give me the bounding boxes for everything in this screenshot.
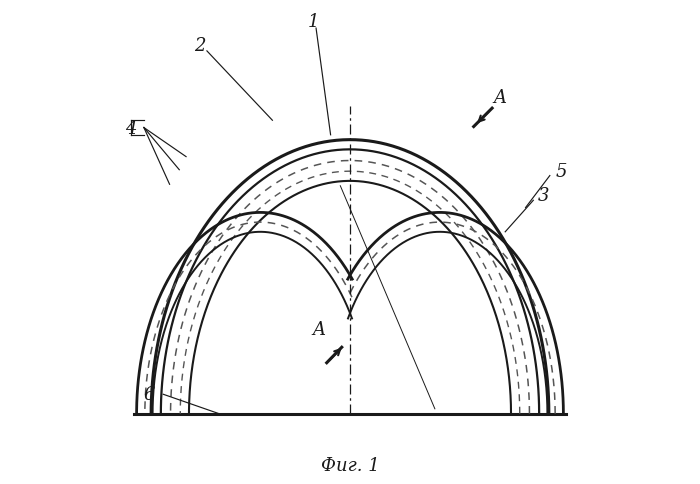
Text: 2: 2 (194, 37, 205, 55)
Text: A: A (494, 89, 507, 107)
Text: 5: 5 (555, 163, 567, 181)
Text: Фиг. 1: Фиг. 1 (321, 455, 379, 474)
Text: 4: 4 (125, 119, 136, 137)
Text: A: A (312, 320, 325, 338)
Text: 1: 1 (308, 13, 319, 31)
Text: 6: 6 (143, 385, 155, 404)
Text: 3: 3 (538, 187, 550, 205)
